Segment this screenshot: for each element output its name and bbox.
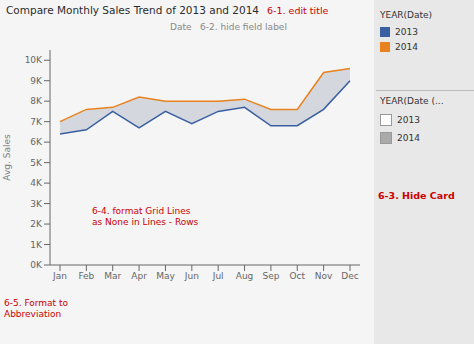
html-text:6-4. format Grid Lines as None: 6-4. format Grid Lines as None in Lines … bbox=[92, 206, 199, 227]
svg-text:0K: 0K bbox=[30, 260, 43, 270]
svg-text:6K: 6K bbox=[30, 137, 43, 147]
svg-text:May: May bbox=[156, 271, 175, 281]
html-text:YEAR(Date (...: YEAR(Date (... bbox=[380, 96, 444, 106]
html-text:6-5. Format to Abbreviation: 6-5. Format to Abbreviation bbox=[4, 298, 68, 319]
html-text:6-3. Hide Card: 6-3. Hide Card bbox=[378, 190, 455, 201]
svg-text:10K: 10K bbox=[25, 55, 43, 65]
html-text:2013: 2013 bbox=[395, 26, 418, 37]
svg-text:4K: 4K bbox=[30, 178, 43, 188]
svg-text:Jun: Jun bbox=[184, 271, 199, 281]
svg-text:5K: 5K bbox=[30, 158, 43, 168]
html-text:2014: 2014 bbox=[395, 41, 418, 52]
svg-text:3K: 3K bbox=[30, 199, 43, 209]
svg-text:Jan: Jan bbox=[52, 271, 67, 281]
svg-text:Nov: Nov bbox=[315, 271, 333, 281]
html-text:2014: 2014 bbox=[397, 133, 420, 143]
svg-text:Aug: Aug bbox=[236, 271, 254, 281]
svg-text:Mar: Mar bbox=[104, 271, 121, 281]
svg-text:Sep: Sep bbox=[262, 271, 279, 281]
svg-text:Apr: Apr bbox=[131, 271, 147, 281]
svg-text:Avg. Sales: Avg. Sales bbox=[8, 134, 12, 181]
svg-text:Jul: Jul bbox=[212, 271, 224, 281]
svg-text:Dec: Dec bbox=[341, 271, 358, 281]
html-text:2013: 2013 bbox=[397, 115, 420, 125]
svg-text:1K: 1K bbox=[30, 240, 43, 250]
html-text:YEAR(Date): YEAR(Date) bbox=[380, 10, 433, 20]
html-text:Compare Monthly Sales Trend of: Compare Monthly Sales Trend of 2013 and … bbox=[6, 4, 259, 16]
html-text:Date 6-2. hide field label: Date 6-2. hide field label bbox=[170, 22, 287, 32]
html-text:6-1. edit title: 6-1. edit title bbox=[267, 5, 329, 16]
svg-text:Feb: Feb bbox=[78, 271, 94, 281]
svg-text:8K: 8K bbox=[30, 96, 43, 106]
svg-text:9K: 9K bbox=[30, 76, 43, 86]
svg-text:7K: 7K bbox=[30, 117, 43, 127]
svg-text:2K: 2K bbox=[30, 219, 43, 229]
svg-text:Oct: Oct bbox=[289, 271, 305, 281]
